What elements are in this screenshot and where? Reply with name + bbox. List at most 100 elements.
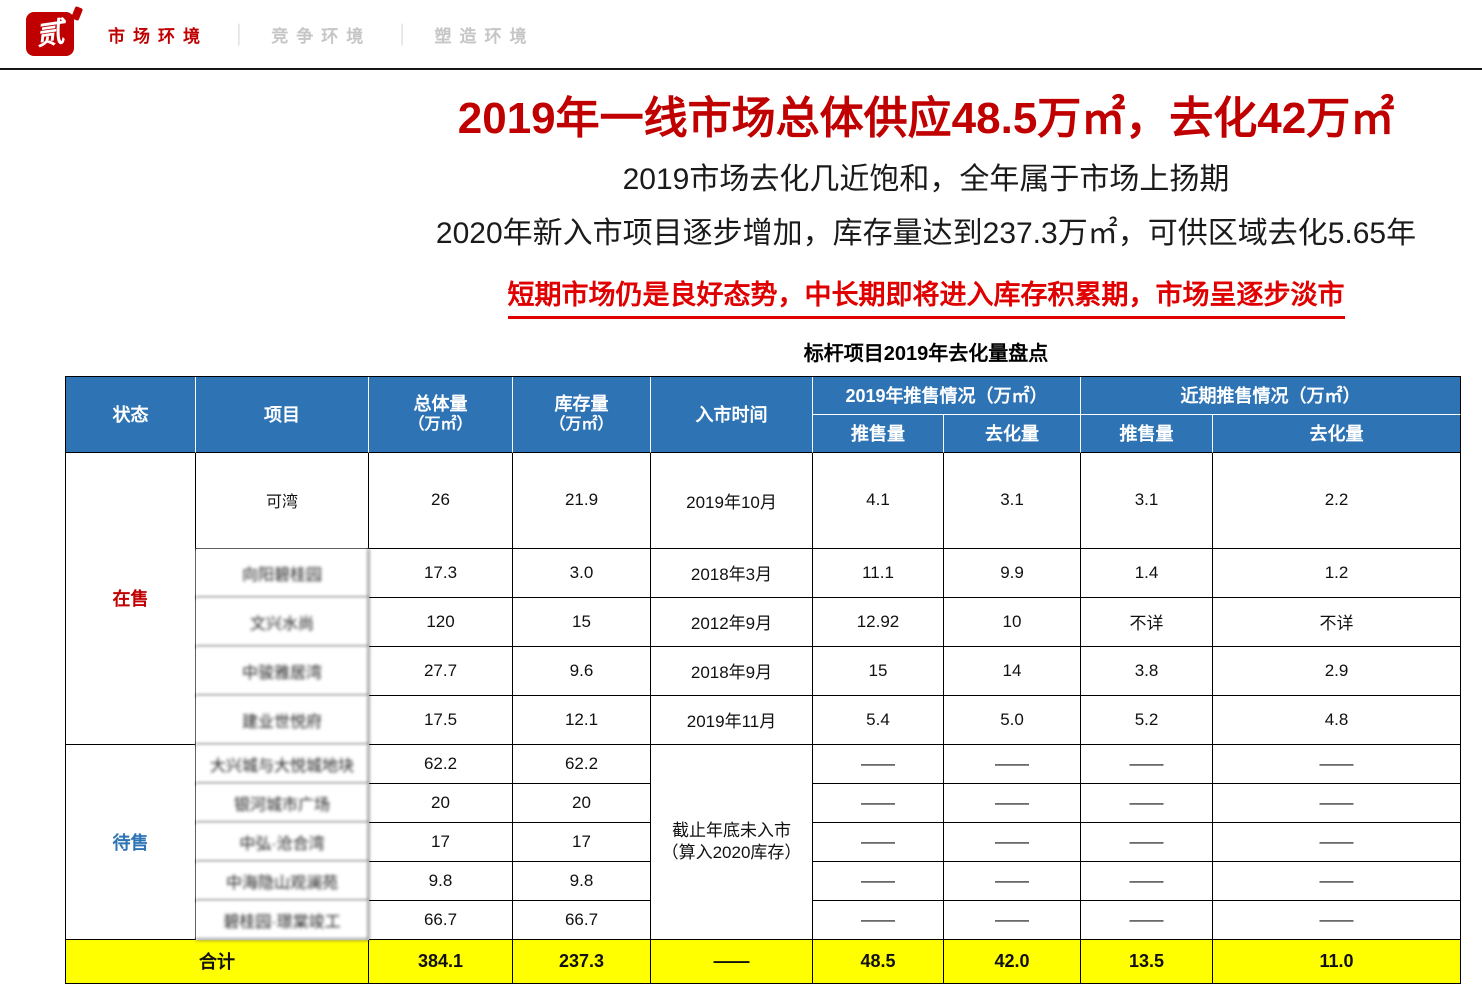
total-volume-cell: 27.7 [369,646,513,696]
divider: │ [234,23,246,44]
sell-recent-cell: 2.9 [1213,646,1462,696]
stock-cell: 62.2 [513,744,651,784]
status-onsale-cell: 在售 [66,452,196,745]
section-nav: 市场环境 │ 竞争环境 │ 塑造环境 [108,22,535,47]
push-recent-cell: —— [1081,861,1214,901]
col-push-volume-2019: 推售量 [813,414,944,453]
logo-character: 贰 [33,15,67,52]
total-volume-cell: 66.7 [369,900,513,940]
total-volume-cell: 26 [369,452,513,549]
sell-recent-cell: —— [1213,744,1462,784]
status-presale-cell: 待售 [66,744,196,940]
col-stock-volume-line1: 库存量 [554,394,609,415]
stock-cell: 17 [513,822,651,862]
col-stock-volume: 库存量 （万㎡） [513,376,651,453]
entry-note-line1: 截止年底未入市 [672,820,791,840]
table-row: 向阳碧桂园 17.3 3.0 2018年3月 11.1 9.9 1.4 1.2 [66,548,1462,598]
col-entry-date: 入市时间 [651,376,813,453]
table-row: 文兴水尚 120 15 2012年9月 12.92 10 不详 不详 [66,597,1462,647]
push-recent-cell: 5.2 [1081,695,1214,745]
project-cell: 中骏雅居湾 [196,646,369,696]
sell-2019-cell: —— [944,783,1082,823]
push-recent-cell: 不详 [1081,597,1214,647]
total-volume-cell: 17 [369,822,513,862]
col-project: 项目 [196,376,369,453]
push-2019-cell: —— [813,900,944,940]
total-volume-cell: 17.5 [369,695,513,745]
table-row: 中弘·沧合湾 17 17 —— —— —— —— [66,822,1462,862]
entry-date-cell: 2018年3月 [651,548,813,598]
push-2019-cell: 12.92 [813,597,944,647]
table-row: 中海隐山观澜苑 9.8 9.8 —— —— —— —— [66,861,1462,901]
col-total-volume-line2: （万㎡） [408,415,473,433]
project-cell: 文兴水尚 [196,597,369,647]
stock-cell: 66.7 [513,900,651,940]
entry-date-cell: 2018年9月 [651,646,813,696]
project-cell: 中弘·沧合湾 [196,822,369,862]
divider: │ [397,23,409,44]
tab-shaping-environment: 塑造环境 [434,26,535,46]
table-title: 标杆项目2019年去化量盘点 [803,342,1049,365]
stock-cell: 20 [513,783,651,823]
total-label-cell: 合计 [66,939,369,984]
push-recent-cell: 1.4 [1081,548,1214,598]
sell-recent-cell: 1.2 [1213,548,1462,598]
sell-2019-cell: —— [944,744,1082,784]
project-cell: 中海隐山观澜苑 [196,861,369,901]
push-2019-cell: 4.1 [813,452,944,549]
total-volume-cell: 384.1 [369,939,513,984]
push-recent-cell: —— [1081,822,1214,862]
col-push-volume-recent: 推售量 [1081,414,1214,453]
total-volume-cell: 62.2 [369,744,513,784]
col-stock-volume-line2: （万㎡） [549,415,614,433]
entry-date-cell: 2019年11月 [651,695,813,745]
table-row: 待售 大兴城与大悦城地块 62.2 62.2 截止年底未入市 （算入2020库存… [66,744,1462,940]
sell-recent-cell: 2.2 [1213,452,1462,549]
stock-cell: 9.8 [513,861,651,901]
sell-2019-cell: 3.1 [944,452,1082,549]
sell-2019-cell: 10 [944,597,1082,647]
push-2019-cell: —— [813,744,944,784]
table-row: 银河城市广场 20 20 —— —— —— —— [66,783,1462,823]
total-volume-cell: 9.8 [369,861,513,901]
sell-2019-cell: —— [944,861,1082,901]
stock-cell: 237.3 [513,939,651,984]
slide-header: 贰 市场环境 │ 竞争环境 │ 塑造环境 [0,0,1482,70]
subtitle-line-2: 2020年新入市项目逐步增加，库存量达到237.3万㎡，可供区域去化5.65年 [435,216,1417,250]
push-recent-cell: —— [1081,783,1214,823]
highlight-statement: 短期市场仍是良好态势，中长期即将进入库存积累期，市场呈逐步淡市 [507,273,1345,319]
push-recent-cell: 13.5 [1081,939,1214,984]
sell-recent-cell: —— [1213,861,1462,901]
stock-cell: 12.1 [513,695,651,745]
entry-date-cell: 2019年10月 [651,452,813,549]
push-2019-cell: 5.4 [813,695,944,745]
total-volume-cell: 17.3 [369,548,513,598]
stock-cell: 21.9 [513,452,651,549]
stock-cell: 9.6 [513,646,651,696]
entry-date-cell: 2012年9月 [651,597,813,647]
push-2019-cell: 48.5 [813,939,944,984]
sell-recent-cell: —— [1213,900,1462,940]
push-2019-cell: —— [813,822,944,862]
project-cell: 建业世悦府 [196,695,369,745]
total-volume-cell: 20 [369,783,513,823]
main-title: 2019年一线市场总体供应48.5万㎡，去化42万㎡ [457,94,1395,143]
push-2019-cell: 11.1 [813,548,944,598]
entry-date-cell: —— [651,939,813,984]
sell-recent-cell: 4.8 [1213,695,1462,745]
col-group-2019-push: 2019年推售情况（万㎡） [813,376,1082,415]
sell-2019-cell: —— [944,900,1082,940]
table-row: 在售 可湾 26 21.9 2019年10月 4.1 3.1 3.1 2.2 [66,452,1462,745]
project-cell: 可湾 [196,452,369,549]
tab-competition-environment: 竞争环境 [271,26,372,46]
subtitle-line-1: 2019市场去化几近饱和，全年属于市场上扬期 [622,162,1230,196]
col-group-recent-push: 近期推售情况（万㎡） [1081,376,1462,415]
headline-block: 2019年一线市场总体供应48.5万㎡，去化42万㎡ 2019市场去化几近饱和，… [0,94,1482,366]
push-2019-cell: —— [813,783,944,823]
push-recent-cell: 3.1 [1081,452,1214,549]
sell-recent-cell: 11.0 [1213,939,1462,984]
sell-2019-cell: 5.0 [944,695,1082,745]
sell-recent-cell: 不详 [1213,597,1462,647]
project-cell: 大兴城与大悦城地块 [196,744,369,784]
push-recent-cell: —— [1081,744,1214,784]
